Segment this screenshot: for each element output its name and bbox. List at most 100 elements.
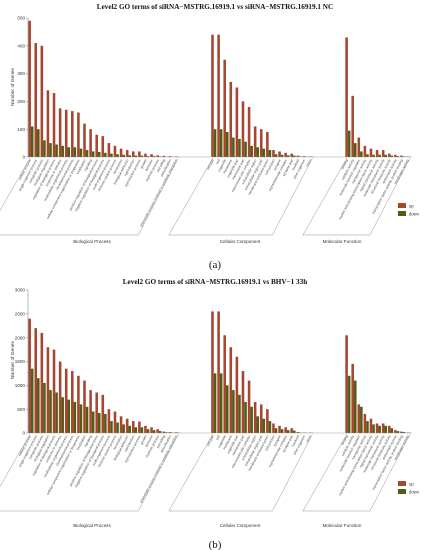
- bar-up-cell-part: [211, 311, 214, 433]
- bar-up-molecular-transducer-activity: [381, 423, 385, 433]
- bar-up-antioxidant-activity: [394, 430, 397, 433]
- group-label-cellular-component: Cellular Component: [220, 523, 261, 528]
- bar-up-binding: [345, 37, 348, 157]
- bar-down-cell-part: [213, 129, 217, 157]
- bar-down-synapse-part: [293, 430, 296, 433]
- category-label-membrane: membrane: [222, 158, 233, 174]
- category-label-cell-part: cell part: [206, 435, 215, 447]
- bar-up-positive-regulation-of-biological-process: [95, 392, 98, 433]
- bar-down-signaling: [91, 411, 95, 433]
- bar-up-multi-organism-process: [107, 143, 111, 157]
- category-label-behavior: behavior: [144, 158, 154, 172]
- group-bracket-left: [168, 157, 214, 236]
- category-label-behavior: behavior: [144, 434, 154, 448]
- y-tick-label: 300: [17, 71, 25, 76]
- panel-label: (a): [209, 259, 222, 271]
- bar-up-transcription-factor-activity-protein-binding: [400, 431, 403, 433]
- group-label-molecular-function: Molecular Function: [323, 239, 362, 244]
- legend: up down: [398, 203, 420, 217]
- category-label-nucleoid: nucleoid: [291, 434, 300, 447]
- bar-up-detoxification: [168, 156, 172, 157]
- bar-down-organelle: [225, 385, 229, 433]
- legend-swatch-down: [398, 211, 406, 216]
- bar-down-cell-part: [213, 373, 217, 433]
- bar-down-molecular-transducer-activity: [384, 425, 388, 433]
- legend-label-down: down: [409, 490, 420, 495]
- bar-down-single-organism-process: [37, 129, 40, 157]
- bar-down-extracellular-region-part: [262, 148, 266, 157]
- bar-up-other-organism: [302, 156, 306, 157]
- bar-down-organelle: [225, 131, 229, 157]
- legend: up down: [398, 481, 420, 495]
- bar-down-regulation-of-biological-process: [55, 144, 58, 157]
- bar-up-synapse-part: [290, 153, 294, 157]
- y-tick-label: 500: [17, 16, 25, 21]
- bar-up-cellular-process: [28, 20, 31, 158]
- group-brackets: [0, 432, 412, 512]
- y-tick-label: 500: [17, 407, 25, 412]
- category-label-organelle: organelle: [217, 158, 227, 172]
- bar-down-multi-organism-process: [110, 421, 113, 433]
- bar-down-positive-regulation-of-biological-process: [97, 412, 101, 433]
- legend-swatch-up: [398, 203, 406, 208]
- bar-up-structural-molecule-activity: [387, 425, 391, 433]
- category-label-localization: localization: [76, 434, 87, 450]
- bar-up-extracellular-region: [253, 402, 257, 433]
- bar-up-virion: [308, 156, 312, 157]
- group-bracket-left: [168, 433, 214, 512]
- bar-down-antioxidant-activity: [396, 431, 400, 433]
- bar-up-synapse: [278, 425, 281, 433]
- legend-label-up: up: [409, 204, 414, 209]
- bar-up-cell: [217, 34, 220, 157]
- bar-up-cellular-component-organization-or-biogenesis: [77, 112, 80, 157]
- y-axis-ticks: 0 100 200 300 400 500: [17, 16, 29, 160]
- legend-label-up: up: [409, 482, 414, 487]
- bar-down-organelle-part: [238, 394, 241, 433]
- group-bracket-right: [138, 433, 179, 512]
- bar-up-signaling: [89, 390, 92, 433]
- y-tick-label: 3000: [15, 288, 26, 293]
- bar-down-locomotion: [122, 154, 125, 157]
- bar-down-metabolic-process: [43, 140, 46, 157]
- bar-up-signal-transducer-activity: [375, 150, 379, 157]
- bar-up-cell-killing: [162, 155, 166, 157]
- group-label-molecular-function: Molecular Function: [323, 523, 362, 528]
- legend-swatch-up: [398, 481, 406, 486]
- bar-up-synapse: [278, 151, 281, 157]
- bar-up-negative-regulation-of-biological-process: [101, 394, 105, 433]
- bar-down-cell-junction: [274, 428, 278, 433]
- category-label-organelle: organelle: [217, 434, 227, 448]
- bar-up-supramolecular-complex: [284, 152, 287, 157]
- category-label-locomotion: locomotion: [112, 434, 123, 450]
- bar-up-macromolecular-complex: [247, 106, 251, 157]
- bar-down-behavior: [152, 430, 156, 433]
- bar-up-single-organism-process: [34, 43, 38, 157]
- bar-down-membrane-enclosed-lumen: [268, 150, 272, 157]
- bar-down-biological-regulation: [49, 143, 52, 157]
- bar-up-response-to-stimulus: [58, 108, 62, 157]
- bar-down-biological-regulation: [49, 390, 52, 433]
- legend-swatch-down: [398, 489, 406, 494]
- group-bracket-right: [272, 433, 313, 512]
- bar-up-cell-junction: [272, 150, 275, 157]
- bar-down-immune-system-process: [116, 154, 119, 157]
- bar-down-macromolecular-complex: [250, 145, 253, 157]
- bar-up-detoxification: [168, 432, 172, 433]
- bar-up-developmental-process: [71, 371, 74, 433]
- bar-up-rhythmic-process: [156, 429, 159, 433]
- bar-up-transporter-activity: [363, 145, 367, 157]
- bar-down-locomotion: [122, 424, 125, 433]
- category-label-localization: localization: [76, 158, 87, 174]
- bar-down-cell: [219, 373, 223, 433]
- group-bracket-right: [272, 157, 313, 236]
- bar-up-locomotion: [119, 148, 123, 157]
- category-label-membrane: membrane: [222, 434, 233, 450]
- category-label-cell-killing: cell killing: [156, 434, 166, 448]
- y-tick-label: 2500: [15, 311, 26, 316]
- bar-down-biological-adhesion: [128, 155, 132, 157]
- group-brackets: [0, 156, 412, 236]
- bar-up-cellular-process: [28, 318, 31, 433]
- bar-down-reproductive-process: [140, 427, 144, 433]
